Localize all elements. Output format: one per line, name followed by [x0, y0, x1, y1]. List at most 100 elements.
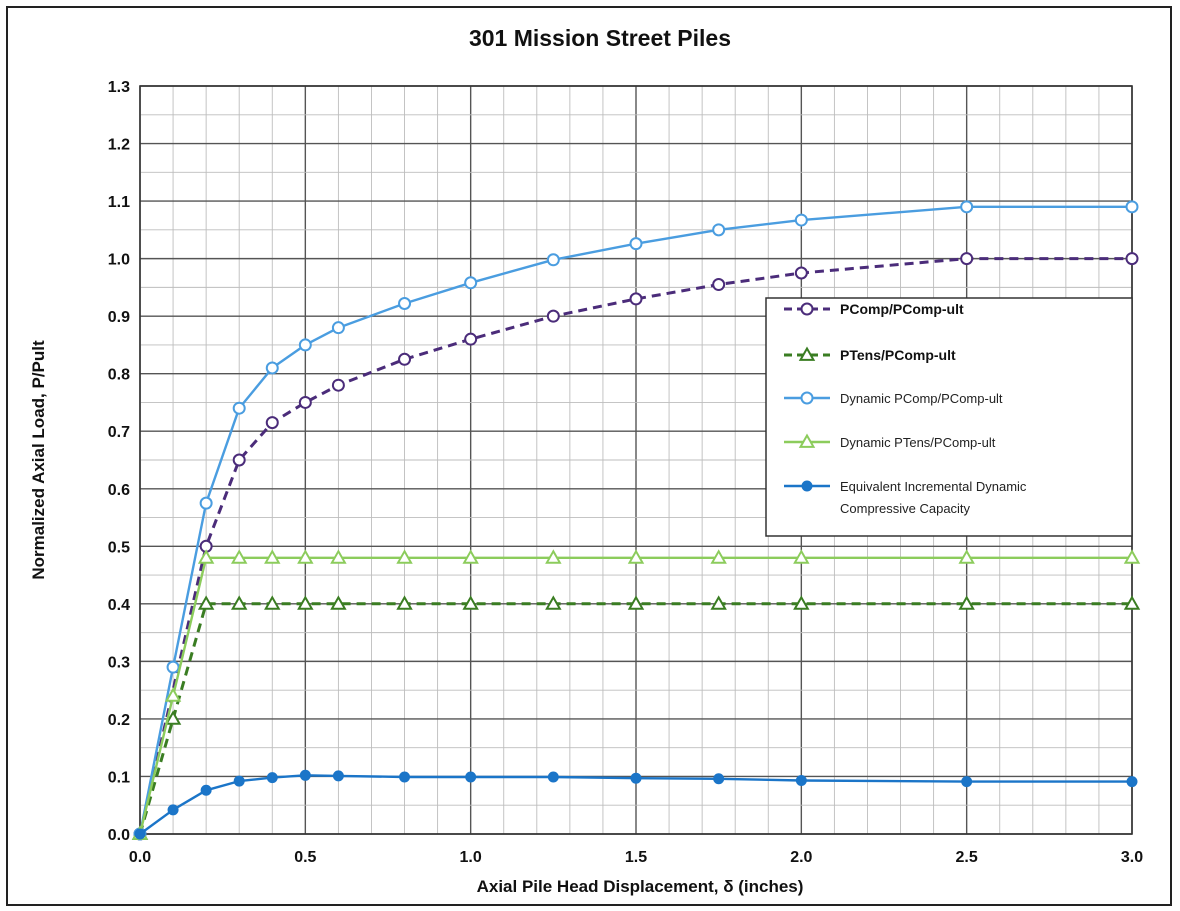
data-point [331, 321, 345, 335]
data-point [197, 595, 215, 610]
y-tick-label: 0.9 [108, 309, 130, 326]
y-tick-label: 0.3 [108, 654, 130, 671]
legend-label: Dynamic PComp/PComp-ult [840, 391, 1003, 406]
y-tick-label: 0.5 [108, 539, 130, 556]
y-tick-label: 0.6 [108, 482, 130, 499]
legend-label: PComp/PComp-ult [840, 301, 964, 317]
data-point [264, 549, 281, 564]
data-point [546, 309, 560, 323]
legend-label: Compressive Capacity [840, 501, 971, 516]
x-tick-label: 0.5 [294, 849, 316, 866]
y-tick-label: 1.2 [108, 137, 130, 154]
y-tick-label: 1.1 [108, 194, 130, 211]
data-point [230, 595, 248, 610]
data-point [1123, 595, 1141, 610]
x-tick-label: 2.0 [790, 849, 812, 866]
data-point [299, 769, 311, 781]
data-point [134, 828, 146, 840]
data-point [1125, 252, 1139, 266]
data-point [264, 595, 281, 610]
data-point [297, 549, 314, 564]
tick-labels: 0.0 0.5 1.0 1.5 2.0 2.5 3.0 0.0 0.1 0.2 0.3 0.4 0.5 0… [108, 79, 1143, 866]
data-point [629, 237, 643, 251]
data-point [230, 549, 248, 564]
data-point [265, 416, 279, 430]
legend: PComp/PComp-ult PTens/PComp-ult Dynamic PC… [765, 297, 1133, 537]
data-point [547, 771, 559, 783]
data-point [232, 453, 246, 467]
data-point [629, 292, 643, 306]
data-point [166, 660, 180, 674]
data-point [794, 213, 808, 227]
data-point [199, 496, 213, 510]
data-point [398, 352, 412, 366]
y-tick-label: 1.3 [108, 79, 130, 96]
x-tick-label: 3.0 [1121, 849, 1143, 866]
x-tick-label: 0.0 [129, 849, 151, 866]
legend-marker [798, 433, 816, 448]
data-point [794, 266, 808, 280]
data-point [961, 776, 973, 788]
data-point [630, 772, 642, 784]
data-point [713, 773, 725, 785]
legend-item: PComp/PComp-ult [784, 301, 964, 317]
data-point [398, 296, 412, 310]
data-point [200, 784, 212, 796]
data-point [545, 595, 562, 610]
y-tick-label: 0.7 [108, 424, 130, 441]
data-point [710, 549, 727, 564]
data-point [793, 549, 810, 564]
legend-marker [798, 346, 816, 361]
legend-item: Dynamic PTens/PComp-ult [784, 433, 996, 450]
legend-label: PTens/PComp-ult [840, 347, 956, 363]
data-point [298, 338, 312, 352]
data-point [332, 770, 344, 782]
data-point [164, 710, 182, 725]
data-point [164, 687, 182, 702]
y-tick-label: 1.0 [108, 252, 130, 269]
legend-label: Dynamic PTens/PComp-ult [840, 435, 996, 450]
data-point [958, 595, 975, 610]
data-point [265, 361, 279, 375]
data-point [1126, 776, 1138, 788]
series-line [138, 257, 1132, 835]
data-point [330, 595, 347, 610]
legend-marker [800, 391, 814, 405]
data-point [266, 772, 278, 784]
data-point [793, 595, 810, 610]
data-point [627, 595, 645, 610]
data-point [298, 395, 312, 409]
data-point [464, 332, 478, 346]
chart-title: 301 Mission Street Piles [469, 25, 731, 51]
x-axis-label: Axial Pile Head Displacement, δ (inches) [477, 877, 804, 896]
data-point [464, 276, 478, 290]
data-point [712, 278, 726, 292]
data-point [232, 401, 246, 415]
x-tick-label: 2.5 [956, 849, 978, 866]
data-point [1125, 200, 1139, 214]
legend-item: Equivalent Incremental Dynamic Compressiv… [784, 479, 1027, 516]
x-tick-label: 1.0 [460, 849, 482, 866]
data-point [297, 595, 314, 610]
legend-item: Dynamic PComp/PComp-ult [784, 391, 1003, 406]
data-point [197, 549, 215, 564]
data-point [960, 200, 974, 214]
data-point [465, 771, 477, 783]
x-tick-label: 1.5 [625, 849, 647, 866]
legend-marker [801, 480, 813, 492]
legend-item: PTens/PComp-ult [784, 346, 956, 363]
series-group [131, 200, 1141, 841]
data-point [958, 549, 975, 564]
data-point [1123, 549, 1141, 564]
y-tick-label: 0.0 [108, 827, 130, 844]
data-point [330, 549, 347, 564]
data-point [167, 804, 179, 816]
data-point [710, 595, 727, 610]
data-point [331, 378, 345, 392]
data-point [233, 775, 245, 787]
data-point [960, 252, 974, 266]
series-5 [134, 769, 1138, 840]
data-point [462, 595, 479, 610]
series-2 [131, 595, 1141, 840]
